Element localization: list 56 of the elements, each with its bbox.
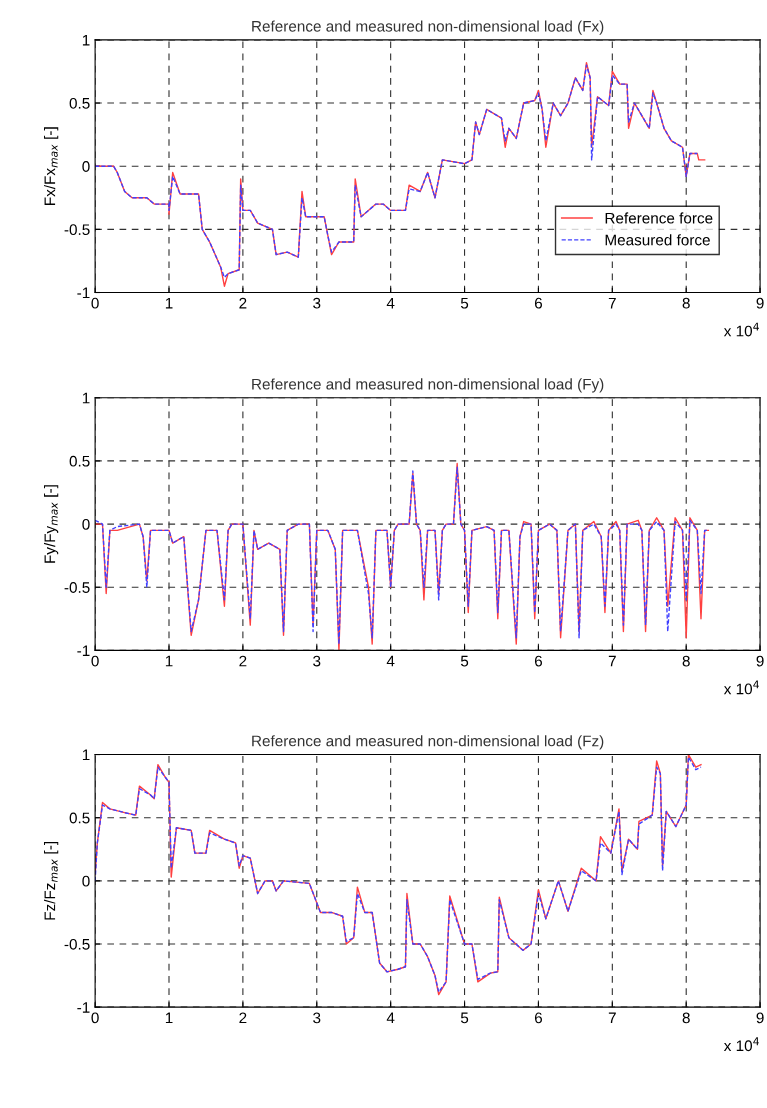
y-tick-label: -0.5	[64, 938, 90, 950]
x-tick-label: 4	[386, 655, 395, 667]
y-tick-label: 0	[82, 875, 90, 887]
y-tick-label: 0.5	[69, 455, 90, 467]
y-axis-title: Fz/Fz$_{max}$ [-]	[44, 842, 59, 920]
x-tick-label: 3	[313, 1012, 321, 1024]
y-tick-label: -1	[77, 1002, 90, 1013]
x-tick-label: 7	[608, 1012, 616, 1024]
y-tick-label: 0.5	[69, 812, 90, 824]
x-tick-label: 0	[91, 297, 99, 309]
legend-label: Measured force	[605, 234, 710, 246]
x-tick-label: 9	[756, 297, 764, 309]
legend-label: Reference force	[605, 212, 713, 224]
x-tick-label: 1	[165, 1012, 173, 1024]
y-tick-label: -1	[77, 645, 90, 656]
x-tick-label: 2	[239, 1012, 247, 1024]
text: x 10$^{4}$	[723, 1037, 759, 1052]
x-tick-label: 8	[682, 297, 690, 309]
y-axis-title: Fx/Fx$_{max}$ [-]	[44, 127, 59, 205]
x-tick-label: 5	[460, 1012, 469, 1024]
y-tick-label: -0.5	[64, 582, 90, 593]
x-tick-label: 5	[460, 297, 469, 309]
y-tick-label: 0.5	[69, 97, 90, 109]
x-tick-label: 3	[313, 297, 321, 309]
x-tick-label: 2	[239, 297, 247, 309]
text: x 10$^{4}$	[723, 680, 759, 695]
x-tick-label: 8	[682, 655, 690, 667]
y-axis-title: Fy/Fy$_{max}$ [-]	[44, 485, 59, 563]
chart-title: Reference and measured non-dimensional load (Fz)	[252, 735, 604, 750]
x-tick-label: 3	[313, 655, 321, 667]
y-tick-label: 1	[82, 749, 90, 761]
x-tick-label: 7	[608, 297, 616, 309]
y-tick-label: 1	[82, 34, 90, 46]
y-tick-label: -1	[77, 287, 90, 299]
y-tick-label: 0	[82, 161, 90, 172]
y-tick-label: 1	[82, 392, 90, 404]
x-tick-label: 6	[534, 1012, 543, 1024]
chart-title: Reference and measured non-dimensional load (Fx)	[252, 20, 604, 35]
x-tick-label: 4	[386, 297, 395, 309]
x-tick-label: 6	[534, 655, 543, 667]
x-tick-label: 1	[165, 655, 173, 667]
x-tick-label: 5	[460, 655, 469, 667]
x-tick-label: 9	[756, 655, 764, 667]
x-tick-label: 0	[91, 655, 99, 667]
x-tick-label: 6	[534, 297, 543, 309]
text: x 10$^{4}$	[723, 322, 759, 337]
y-tick-label: -0.5	[64, 224, 90, 236]
x-tick-label: 2	[239, 655, 247, 667]
y-tick-label: 0	[82, 518, 90, 530]
x-tick-label: 9	[756, 1012, 764, 1024]
x-tick-label: 7	[608, 655, 616, 667]
x-tick-label: 8	[682, 1012, 690, 1024]
x-tick-label: 4	[386, 1012, 395, 1024]
x-tick-label: 1	[165, 297, 173, 309]
x-tick-label: 0	[91, 1012, 99, 1024]
chart-title: Reference and measured non-dimensional load (Fy)	[252, 378, 604, 393]
